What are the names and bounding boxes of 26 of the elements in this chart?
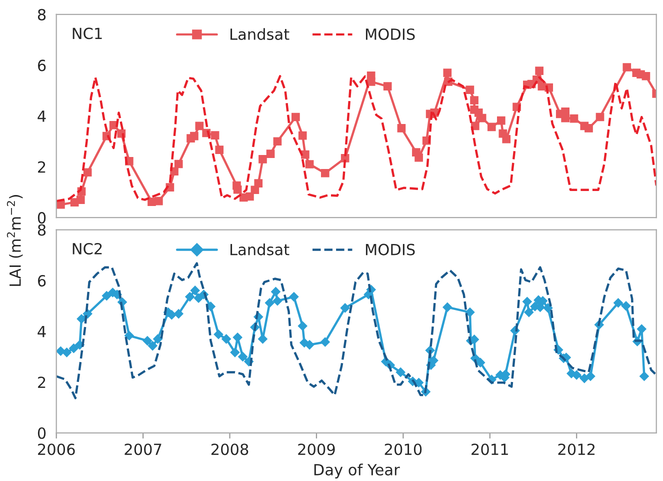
legend-label: MODIS: [366, 28, 415, 40]
annotation: NC1: [72, 28, 102, 40]
legend-label: Landsat: [230, 28, 290, 40]
y-tick-label: 2: [38, 161, 46, 173]
x-tick-label: 2008: [211, 444, 248, 456]
legend-label: MODIS: [366, 244, 415, 256]
y-tick-label: 4: [38, 110, 46, 122]
x-tick-label: 2011: [472, 444, 508, 456]
y-tick-label: 0: [38, 427, 46, 439]
x-axis-title: Day of Year: [314, 464, 400, 478]
y-tick-label: 0: [38, 212, 46, 224]
line-series: [56, 262, 656, 400]
y-axis-title: LAI (m$^{2}$m$^{−2}$): [6, 195, 23, 286]
x-tick-label: 2012: [558, 444, 595, 456]
x-tick-label: 2007: [124, 444, 162, 456]
annotation: NC2: [72, 242, 102, 255]
y-tick-label: 4: [38, 326, 46, 338]
x-tick-label: 2006: [38, 444, 75, 456]
y-tick-label: 6: [38, 275, 46, 287]
x-tick-label: 2009: [298, 444, 335, 456]
legend-label: Landsat: [230, 244, 290, 256]
y-tick-label: 8: [38, 8, 46, 20]
y-tick-label: 6: [38, 60, 46, 72]
x-tick-label: 2010: [384, 444, 422, 456]
y-tick-label: 2: [38, 376, 46, 388]
y-tick-label: 8: [38, 224, 46, 236]
